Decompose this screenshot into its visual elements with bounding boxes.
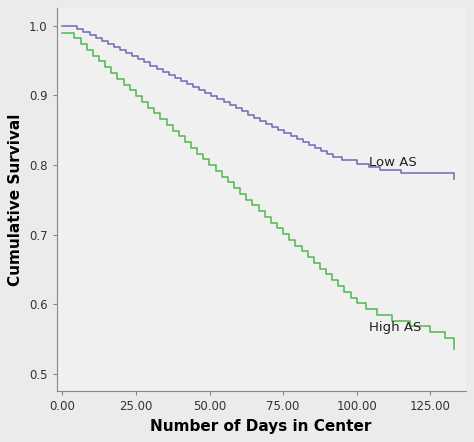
X-axis label: Number of Days in Center: Number of Days in Center [150, 419, 372, 434]
Text: Low AS: Low AS [369, 156, 416, 169]
Y-axis label: Cumulative Survival: Cumulative Survival [9, 114, 23, 286]
Text: High AS: High AS [369, 320, 421, 334]
